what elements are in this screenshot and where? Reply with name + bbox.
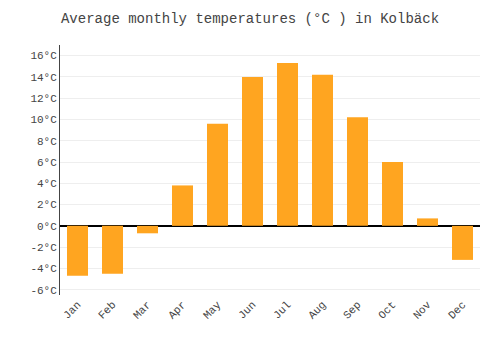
svg-text:-4°C: -4°C — [30, 263, 57, 275]
svg-text:-6°C: -6°C — [30, 285, 57, 297]
svg-text:16°C: 16°C — [30, 50, 57, 62]
svg-text:Nov: Nov — [411, 299, 434, 322]
svg-text:0°C: 0°C — [37, 221, 57, 233]
svg-text:8°C: 8°C — [37, 136, 57, 148]
svg-text:12°C: 12°C — [30, 93, 57, 105]
svg-text:6°C: 6°C — [37, 157, 57, 169]
svg-text:Oct: Oct — [376, 299, 398, 321]
svg-text:Jan: Jan — [61, 299, 83, 321]
svg-text:Dec: Dec — [446, 299, 468, 321]
svg-text:Aug: Aug — [306, 299, 328, 321]
svg-text:10°C: 10°C — [30, 114, 57, 126]
svg-text:Mar: Mar — [131, 299, 153, 321]
svg-text:-2°C: -2°C — [30, 242, 57, 254]
svg-text:14°C: 14°C — [30, 72, 57, 84]
svg-text:Sep: Sep — [341, 299, 363, 321]
svg-text:Average monthly temperatures (: Average monthly temperatures (°C ) in Ko… — [61, 11, 439, 27]
svg-text:Jul: Jul — [271, 299, 293, 321]
svg-text:4°C: 4°C — [37, 178, 57, 190]
svg-text:May: May — [201, 299, 224, 322]
svg-text:Apr: Apr — [166, 299, 188, 321]
svg-text:Jun: Jun — [236, 299, 258, 321]
svg-text:2°C: 2°C — [37, 199, 57, 211]
svg-text:Feb: Feb — [96, 299, 118, 321]
